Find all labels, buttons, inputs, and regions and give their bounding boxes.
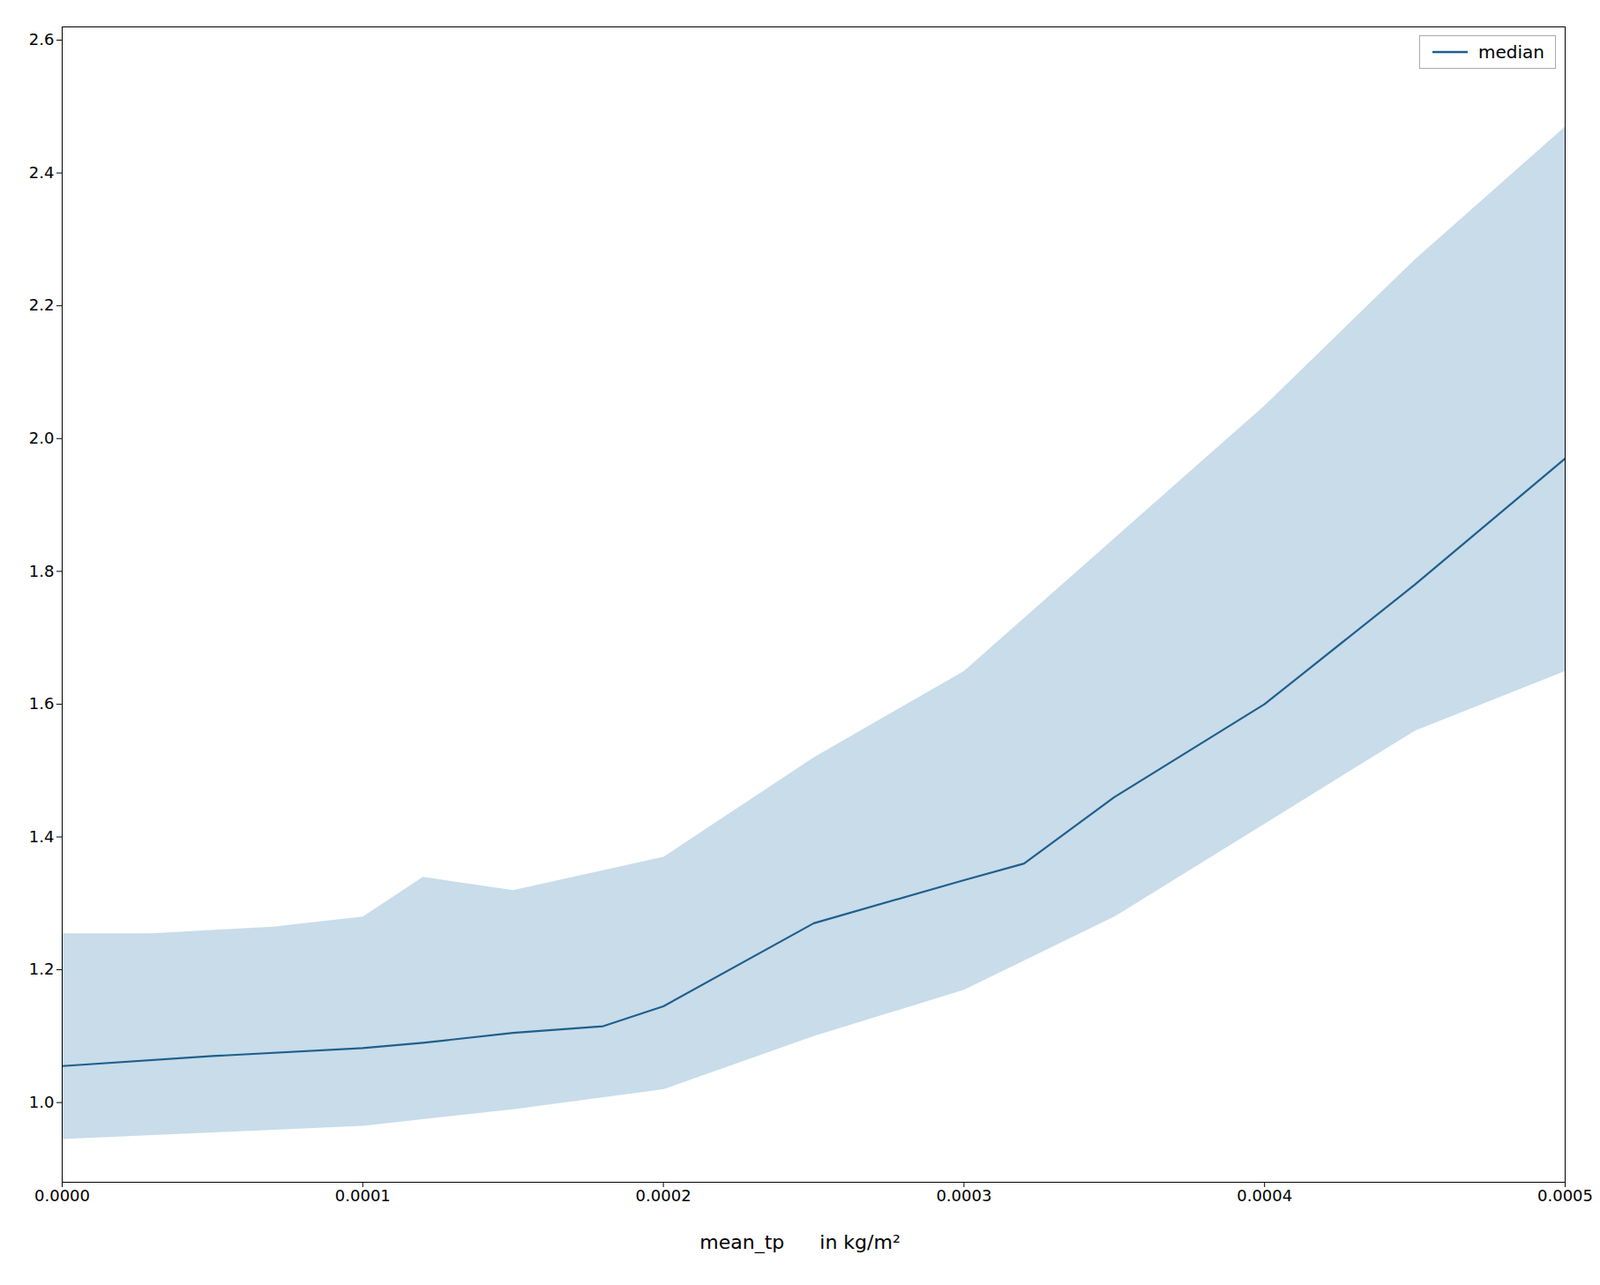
svg-text:1.4: 1.4 xyxy=(29,827,55,846)
html-text:median: median xyxy=(1478,41,1545,63)
svg-text:1.6: 1.6 xyxy=(29,694,55,713)
svg-text:2.2: 2.2 xyxy=(29,295,55,315)
svg-text:0.0000: 0.0000 xyxy=(34,1186,90,1205)
svg-text:1.2: 1.2 xyxy=(29,959,55,979)
svg-text:1.8: 1.8 xyxy=(29,561,55,581)
html-text:mean_tp: mean_tp xyxy=(699,1231,785,1254)
html-text:in kg/m²: in kg/m² xyxy=(819,1231,901,1254)
svg-text:0.0003: 0.0003 xyxy=(935,1186,992,1205)
svg-text:2.6: 2.6 xyxy=(29,29,55,49)
svg-text:0.0005: 0.0005 xyxy=(1537,1186,1593,1205)
svg-text:0.0004: 0.0004 xyxy=(1236,1186,1293,1205)
svg-text:1.0: 1.0 xyxy=(29,1092,55,1112)
svg-text:0.0002: 0.0002 xyxy=(635,1186,692,1205)
svg-text:0.0001: 0.0001 xyxy=(335,1186,391,1205)
svg-text:2.0: 2.0 xyxy=(29,428,55,448)
svg-text:2.4: 2.4 xyxy=(29,163,55,182)
